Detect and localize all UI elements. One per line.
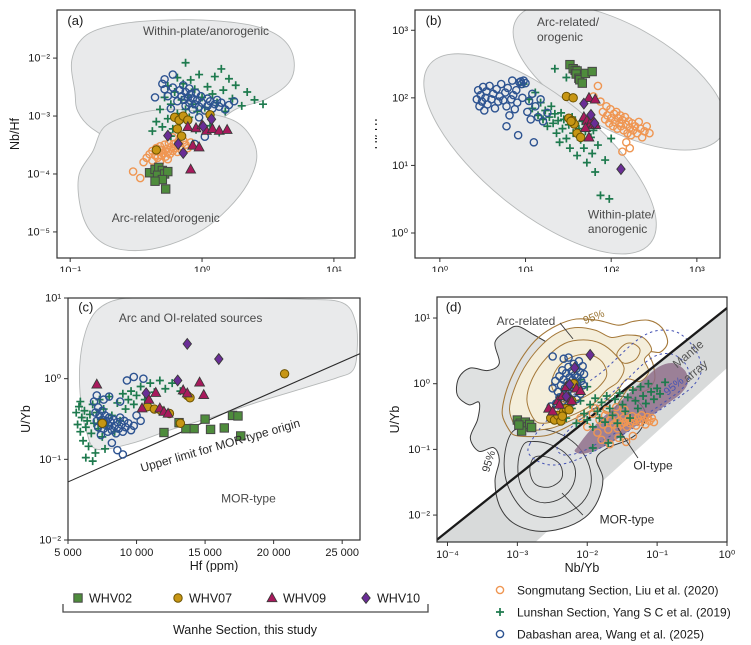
- svg-text:WHV09: WHV09: [283, 592, 326, 606]
- series-WHV07: [561, 91, 586, 143]
- x-tick-label: 10³: [689, 265, 705, 272]
- y-tick-label: 10⁰: [44, 373, 61, 385]
- legend-item-WHV07: WHV07: [173, 592, 232, 606]
- svg-text:Lunshan Section, Yang S C et a: Lunshan Section, Yang S C et al. (2019): [517, 606, 731, 620]
- series-dabashan: [150, 70, 239, 149]
- annotation: (b): [426, 13, 442, 28]
- series-songmutang: [589, 81, 654, 156]
- legend-item-lunshan: Lunshan Section, Yang S C et al. (2019): [496, 606, 731, 620]
- annotation: Arc-related: [497, 314, 556, 328]
- svg-text:Songmutang Section, Liu et al.: Songmutang Section, Liu et al. (2020): [517, 584, 718, 598]
- series-WHV09: [91, 376, 210, 418]
- series-WHV09: [182, 118, 233, 174]
- series-dabashan: [472, 76, 552, 147]
- svg-text:WHV07: WHV07: [189, 592, 232, 606]
- y-tick-label: 10¹: [414, 313, 430, 325]
- y-tick-label: 10⁻⁵: [27, 226, 50, 238]
- series-WHV07: [151, 110, 215, 155]
- legend-item-dabashan: Dabashan area, Wang et al. (2025): [495, 628, 704, 642]
- annotation: MOR-type: [600, 513, 655, 527]
- svg-text:WHV02: WHV02: [89, 592, 132, 606]
- panel-d: 10⁻⁴ 10⁻³ 10⁻² 10⁻¹ 10⁰10¹10⁰10⁻¹10⁻²Nb/YbU/…: [388, 296, 736, 572]
- x-tick-label: 20 000: [257, 547, 291, 559]
- x-tick-label: 10¹: [518, 265, 534, 272]
- annotation: Arc-related/: [537, 15, 600, 29]
- annotation: (c): [78, 299, 93, 314]
- legend-item-WHV10: WHV10: [361, 592, 420, 606]
- y-tick-label: 10²: [392, 92, 408, 104]
- series-WHV10: [163, 113, 217, 160]
- x-tick-label: 10⁰: [719, 549, 736, 561]
- annotation: 95%: [581, 308, 606, 327]
- annotation: Within-plate/anorogenic: [143, 24, 269, 38]
- y-tick-label: 10⁰: [391, 227, 408, 239]
- x-axis-label: Hf (ppm): [190, 559, 239, 572]
- y-tick-label: 10⁻²: [28, 53, 50, 65]
- y-axis-label: Hf/Th: [375, 119, 380, 150]
- y-tick-label: 10¹: [392, 160, 408, 172]
- y-tick-label: 10⁻²: [408, 510, 430, 522]
- x-tick-label: 10⁰: [194, 265, 211, 272]
- plot-frame: [436, 296, 728, 543]
- x-tick-label: 5 000: [54, 547, 82, 559]
- series-WHV02: [565, 59, 597, 88]
- plot-frame: [56, 9, 356, 259]
- legend-bracket: [62, 604, 429, 613]
- series-WHV10: [141, 337, 224, 400]
- x-tick-label: 10⁻³: [507, 549, 529, 561]
- panel-b: 10⁰10¹10²10³10³10²10¹10⁰Th/NbHf/Th(b)Arc…: [375, 9, 721, 272]
- svg-text:Dabashan area, Wang et al. (20: Dabashan area, Wang et al. (2025): [517, 628, 704, 642]
- y-axis-label: U/Yb: [19, 405, 33, 433]
- y-tick-label: 10⁻¹: [39, 454, 61, 466]
- x-tick-label: 10²: [603, 265, 619, 272]
- series-WHV02: [144, 162, 173, 194]
- annotation: Within-plate/: [588, 207, 655, 221]
- x-tick-label: 15 000: [188, 547, 222, 559]
- y-tick-label: 10³: [392, 25, 408, 37]
- x-tick-label: 10 000: [120, 547, 154, 559]
- y-tick-label: 10⁰: [413, 378, 430, 390]
- annotation: anorogenic: [588, 222, 647, 236]
- y-tick-label: 10⁻⁴: [27, 168, 50, 180]
- annotation: Arc and OI-related sources: [119, 311, 262, 325]
- legend-item-WHV02: WHV02: [73, 592, 132, 606]
- annotation: MOR-type: [221, 491, 276, 505]
- plot-frame: [67, 297, 361, 541]
- annotation: (a): [67, 13, 83, 28]
- x-axis-label: Nb/Yb: [565, 561, 600, 572]
- y-tick-label: 10¹: [45, 293, 61, 305]
- y-axis-label: U/Yb: [388, 406, 402, 434]
- x-tick-label: 10⁰: [432, 265, 449, 272]
- legend-item-WHV09: WHV09: [266, 592, 326, 606]
- panel-c: 5 000 10 000 15 000 20 000 25 000 10¹ 10⁰ 10⁻¹ 1…: [19, 293, 361, 572]
- legend-item-songmutang: Songmutang Section, Liu et al. (2020): [495, 584, 718, 598]
- y-tick-label: 10⁻²: [39, 535, 61, 547]
- annotation: Arc-related/orogenic: [112, 211, 220, 225]
- annotation: 95%: [480, 449, 498, 474]
- series-WHV09: [542, 380, 587, 416]
- y-tick-label: 10⁻³: [28, 111, 50, 123]
- series-WHV02: [512, 415, 537, 436]
- x-tick-label: 10⁻¹: [646, 549, 668, 561]
- figure-legend: WHV02 WHV07 WHV09 WHV10 Wanhe Section, this …: [62, 584, 731, 642]
- x-tick-label: 10¹: [326, 265, 342, 272]
- x-tick-label: 10⁻¹: [59, 265, 81, 272]
- annotation: orogenic: [537, 30, 583, 44]
- legend-bracket-label: Wanhe Section, this study: [173, 623, 318, 637]
- plot-frame: [414, 9, 721, 259]
- panel-a: 10⁻¹10⁰10¹10⁻²10⁻³10⁻⁴10⁻⁵Th/UNb/Hf(a)Wi…: [8, 9, 356, 272]
- x-tick-label: 10⁻⁴: [436, 549, 459, 561]
- x-tick-label: 25 000: [325, 547, 359, 559]
- svg-text:WHV10: WHV10: [377, 592, 420, 606]
- y-axis-label: Nb/Hf: [8, 117, 22, 149]
- y-tick-label: 10⁻¹: [408, 444, 430, 456]
- x-tick-label: 10⁻²: [576, 549, 598, 561]
- annotation: (d): [446, 300, 462, 315]
- series-WHV10: [561, 348, 595, 403]
- annotation: OI-type: [633, 459, 673, 473]
- series-WHV10: [579, 97, 626, 176]
